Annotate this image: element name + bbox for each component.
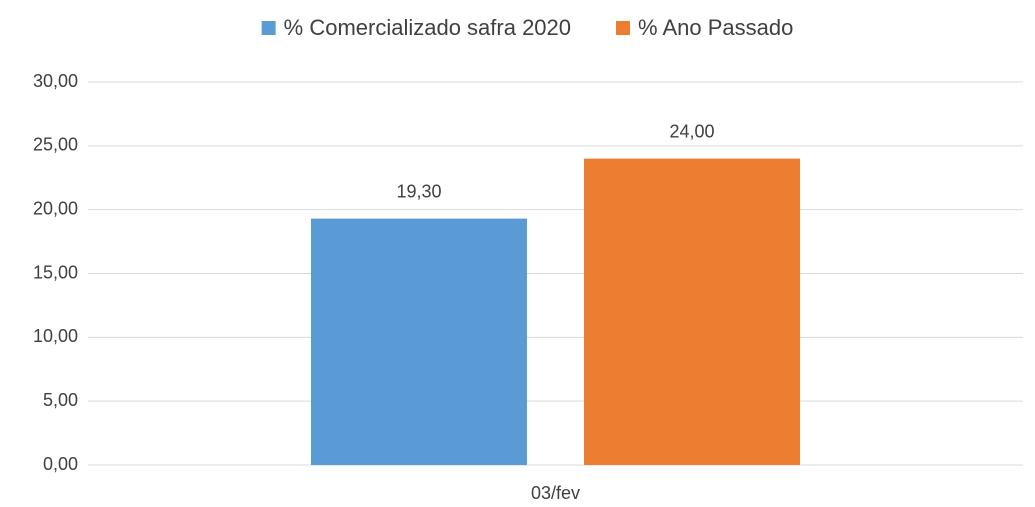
y-tick-label: 0,00 [43, 454, 78, 474]
y-tick-label: 20,00 [33, 198, 78, 218]
x-tick-label: 03/fev [531, 483, 580, 503]
y-tick-label: 5,00 [43, 390, 78, 410]
y-tick-label: 10,00 [33, 326, 78, 346]
legend-label: % Comercializado safra 2020 [284, 15, 571, 40]
legend-label: % Ano Passado [638, 15, 793, 40]
y-tick-label: 30,00 [33, 71, 78, 91]
bar [310, 218, 527, 465]
bar [584, 158, 801, 465]
legend-swatch [261, 21, 276, 35]
y-tick-label: 15,00 [33, 262, 78, 282]
legend-swatch [616, 21, 631, 35]
value-label: 24,00 [669, 121, 714, 141]
y-tick-label: 25,00 [33, 135, 78, 155]
value-label: 19,30 [396, 181, 441, 201]
